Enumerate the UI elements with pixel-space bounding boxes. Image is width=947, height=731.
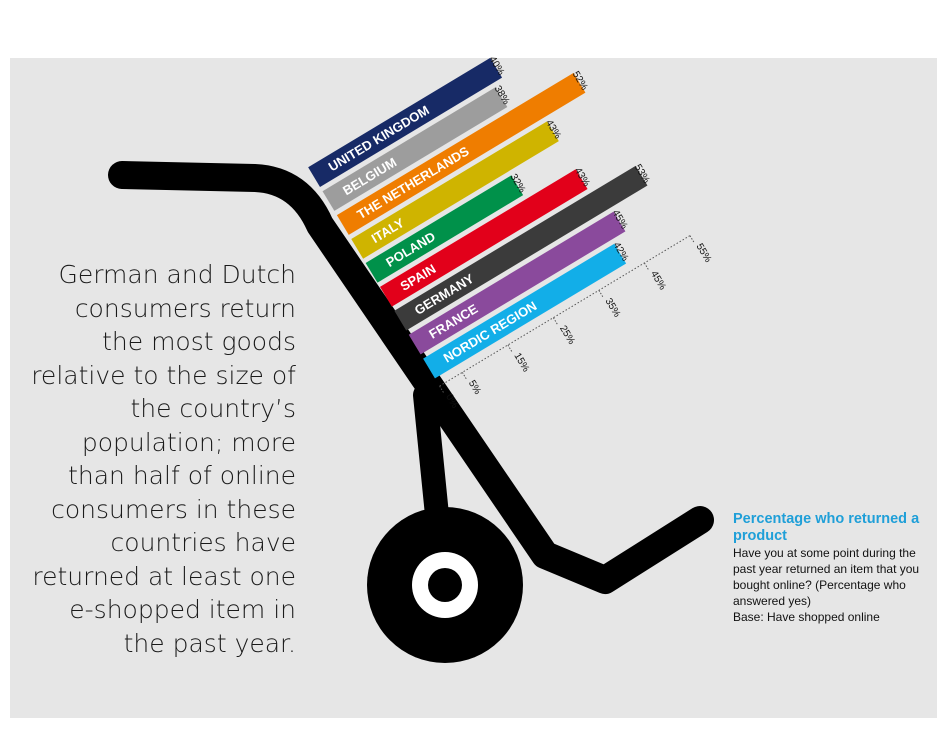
hand-truck-brace bbox=[413, 383, 450, 537]
axis-tick bbox=[439, 385, 445, 394]
axis-tick bbox=[598, 290, 604, 298]
wheel-hub bbox=[428, 568, 462, 602]
headline-text: German and Dutch consumers return the mo… bbox=[31, 260, 296, 658]
bar-nordic-region bbox=[423, 243, 627, 379]
axis-tick-label: 5% bbox=[466, 378, 483, 396]
axis-tick bbox=[552, 317, 558, 325]
bar-belgium bbox=[322, 87, 508, 211]
legend-base: Base: Have shopped online bbox=[733, 610, 880, 624]
axis-tick bbox=[643, 262, 649, 271]
axis-tick-label: 35% bbox=[603, 296, 623, 319]
bar-spain bbox=[380, 169, 588, 307]
axis-tick-label: 15% bbox=[511, 351, 531, 374]
legend: Percentage who returned a product Have y… bbox=[733, 511, 933, 625]
axis-tick bbox=[507, 344, 513, 353]
axis-tick-label: 25% bbox=[557, 324, 577, 347]
axis-tick bbox=[461, 372, 467, 380]
bar-france bbox=[408, 211, 626, 355]
hand-truck-illustration bbox=[108, 161, 714, 663]
axis-tick-label: 55% bbox=[694, 242, 714, 265]
bar-united-kingdom bbox=[308, 57, 503, 187]
bar-the-netherlands bbox=[336, 72, 586, 235]
axis-tick-label: 45% bbox=[648, 269, 668, 292]
legend-question: Have you at some point during the past y… bbox=[733, 546, 920, 608]
bar-poland bbox=[365, 175, 524, 283]
axis-tick bbox=[689, 235, 695, 243]
legend-title: Percentage who returned a product bbox=[733, 511, 920, 544]
hand-truck-frame bbox=[108, 161, 714, 594]
bar-italy bbox=[351, 121, 559, 259]
bar-germany bbox=[394, 165, 648, 331]
